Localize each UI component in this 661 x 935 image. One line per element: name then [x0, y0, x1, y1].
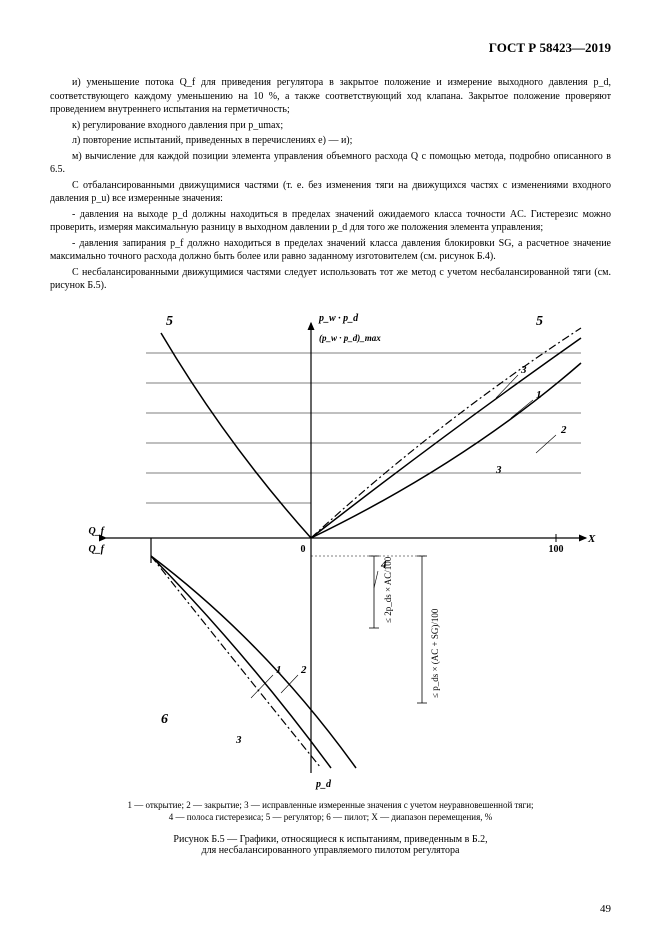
svg-text:3: 3	[520, 364, 527, 376]
svg-text:1: 1	[276, 664, 282, 676]
body-text: и) уменьшение потока Q_f для приведения …	[50, 76, 611, 293]
page-number: 49	[600, 903, 611, 915]
svg-text:5: 5	[166, 314, 173, 329]
figure-svg: p_w · p_d (p_w · p_d)_max X 100 0 Q_f Q_f p_d 5 5…	[66, 303, 596, 793]
svg-text:p_w · p_d: p_w · p_d	[318, 313, 359, 324]
para-bal1: С отбалансированными движущимися частями…	[50, 179, 611, 206]
svg-text:100: 100	[548, 544, 563, 555]
svg-text:p_d: p_d	[315, 779, 332, 790]
para-bal1a: - давления на выходе p_d должны находить…	[50, 208, 611, 235]
svg-text:2: 2	[300, 664, 307, 676]
para-k: к) регулирование входного давления при p…	[50, 119, 611, 133]
svg-text:0: 0	[300, 544, 305, 555]
svg-text:2: 2	[560, 424, 567, 436]
svg-text:1: 1	[536, 389, 542, 401]
page-header: ГОСТ Р 58423—2019	[50, 40, 611, 56]
svg-text:3: 3	[495, 464, 502, 476]
svg-text:3: 3	[235, 734, 242, 746]
svg-text:(p_w · p_d)_max: (p_w · p_d)_max	[319, 333, 381, 343]
svg-text:6: 6	[161, 712, 168, 727]
figure-b5: p_w · p_d (p_w · p_d)_max X 100 0 Q_f Q_f p_d 5 5…	[50, 303, 611, 856]
svg-text:≤ 2p_ds × AC/100: ≤ 2p_ds × AC/100	[383, 556, 393, 623]
figure-legend: 1 — открытие; 2 — закрытие; 3 — исправле…	[50, 799, 611, 824]
para-i: и) уменьшение потока Q_f для приведения …	[50, 76, 611, 117]
svg-text:5: 5	[536, 314, 543, 329]
svg-text:≤ p_ds × (AC + SG)/100: ≤ p_ds × (AC + SG)/100	[430, 608, 440, 698]
para-l: л) повторение испытаний, приведенных в п…	[50, 134, 611, 148]
para-unbal: С несбалансированными движущимися частям…	[50, 266, 611, 293]
svg-text:X: X	[587, 533, 596, 545]
svg-text:Q_f: Q_f	[88, 544, 105, 555]
para-bal1b: - давления запирания p_f должно находить…	[50, 237, 611, 264]
svg-text:Q_f: Q_f	[88, 526, 105, 537]
figure-title: Рисунок Б.5 — Графики, относящиеся к исп…	[50, 834, 611, 856]
para-m: м) вычисление для каждой позиции элемент…	[50, 150, 611, 177]
